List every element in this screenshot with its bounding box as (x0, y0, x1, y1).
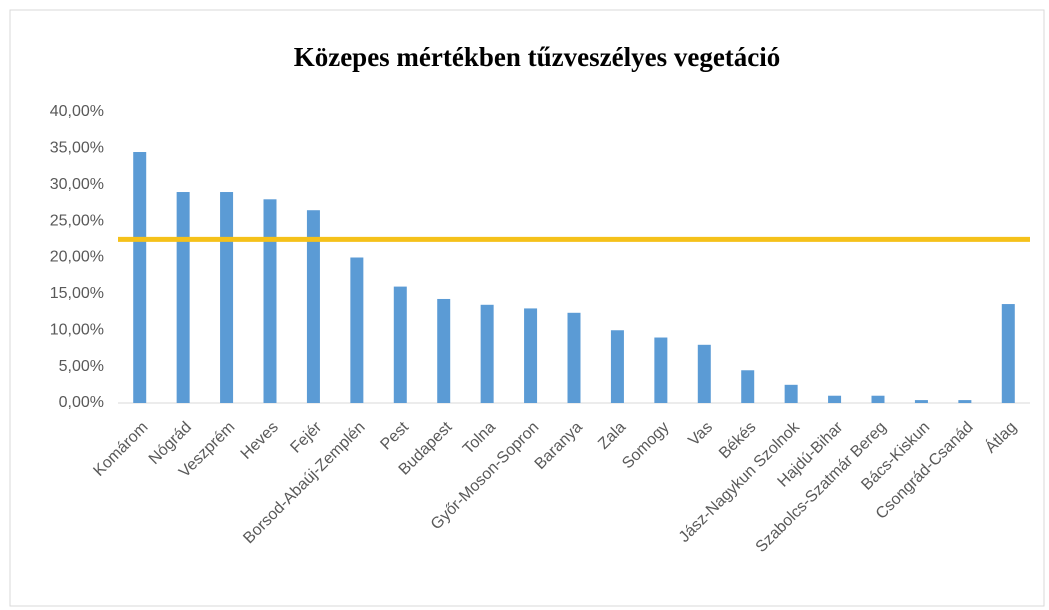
bar (1001, 304, 1015, 403)
bar (828, 395, 842, 403)
bar (306, 210, 320, 403)
y-tick-label: 15,00% (50, 285, 104, 302)
bar (480, 304, 494, 403)
y-tick-label: 25,00% (50, 212, 104, 229)
bar (350, 257, 364, 403)
bar (524, 308, 538, 403)
bar (176, 192, 190, 403)
bar (133, 152, 147, 403)
bar (871, 395, 885, 403)
bar (958, 400, 972, 403)
y-tick-label: 30,00% (50, 176, 104, 193)
bar (610, 330, 624, 403)
chart-title: Közepes mértékben tűzveszélyes vegetáció (294, 42, 781, 72)
bar (784, 384, 798, 403)
bar (393, 286, 407, 403)
bar (220, 192, 234, 403)
bar (741, 370, 755, 403)
bar (437, 298, 451, 403)
y-tick-label: 35,00% (50, 140, 104, 157)
bar (914, 400, 928, 403)
y-tick-label: 20,00% (50, 249, 104, 266)
y-tick-label: 40,00% (50, 103, 104, 120)
bar (654, 337, 668, 403)
bar (697, 344, 711, 403)
y-tick-label: 5,00% (59, 358, 104, 375)
y-tick-label: 0,00% (59, 394, 104, 411)
bar (567, 312, 581, 403)
bar (263, 199, 277, 403)
y-tick-label: 10,00% (50, 321, 104, 338)
